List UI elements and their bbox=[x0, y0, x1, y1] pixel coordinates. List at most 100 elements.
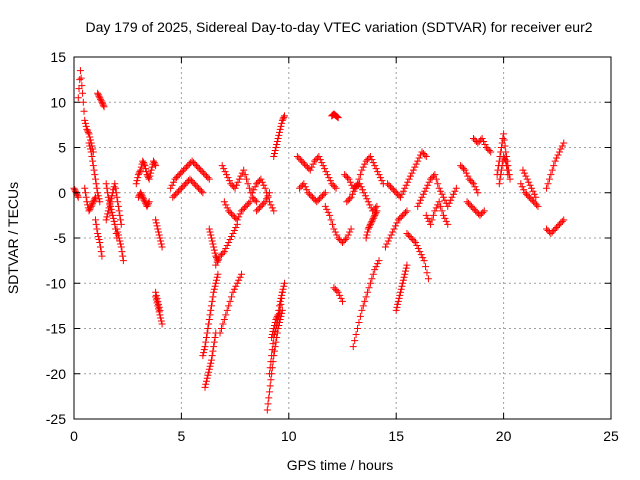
data-point bbox=[263, 195, 271, 203]
data-point bbox=[410, 237, 418, 245]
data-point bbox=[152, 288, 160, 296]
data-point bbox=[87, 148, 95, 156]
data-point bbox=[553, 223, 561, 231]
data-point bbox=[266, 382, 274, 390]
data-point bbox=[369, 214, 377, 222]
data-point bbox=[371, 204, 379, 212]
data-point bbox=[334, 114, 342, 122]
data-point bbox=[359, 163, 367, 171]
data-point bbox=[203, 329, 211, 337]
data-point bbox=[403, 229, 411, 237]
data-point bbox=[88, 201, 96, 209]
data-point bbox=[356, 180, 364, 188]
data-point bbox=[179, 183, 187, 191]
data-point bbox=[359, 186, 367, 194]
data-point bbox=[147, 169, 155, 177]
data-point bbox=[471, 183, 479, 191]
data-point bbox=[425, 217, 433, 225]
data-point bbox=[137, 189, 145, 197]
data-point bbox=[530, 190, 538, 198]
data-point bbox=[140, 196, 148, 204]
data-point bbox=[83, 125, 91, 133]
data-point bbox=[227, 180, 235, 188]
data-point bbox=[404, 178, 412, 186]
data-point bbox=[428, 174, 436, 182]
data-point bbox=[506, 175, 514, 183]
data-point bbox=[154, 225, 162, 233]
data-point bbox=[272, 315, 280, 323]
data-point bbox=[89, 162, 97, 170]
data-point bbox=[371, 210, 379, 218]
data-point bbox=[202, 172, 210, 180]
data-point bbox=[111, 180, 119, 188]
data-point bbox=[113, 225, 121, 233]
data-point bbox=[371, 162, 379, 170]
data-point bbox=[119, 257, 127, 265]
data-point bbox=[111, 220, 119, 228]
data-point bbox=[347, 225, 355, 233]
data-point bbox=[219, 249, 227, 257]
data-point bbox=[119, 252, 127, 260]
data-point bbox=[375, 257, 383, 265]
data-point bbox=[81, 184, 89, 192]
data-point bbox=[407, 172, 415, 180]
data-point bbox=[273, 137, 281, 145]
data-point bbox=[175, 187, 183, 195]
data-point bbox=[274, 134, 282, 142]
data-point bbox=[152, 216, 160, 224]
data-point bbox=[414, 245, 422, 253]
data-point bbox=[265, 370, 273, 378]
data-point bbox=[525, 193, 533, 201]
data-point bbox=[421, 151, 429, 159]
data-point bbox=[253, 180, 261, 188]
data-point bbox=[170, 178, 178, 186]
data-point bbox=[195, 165, 203, 173]
data-point bbox=[207, 306, 215, 314]
data-point bbox=[392, 306, 400, 314]
data-point bbox=[71, 186, 79, 194]
data-point bbox=[368, 275, 376, 283]
data-point bbox=[424, 214, 432, 222]
data-point bbox=[340, 237, 348, 245]
data-point bbox=[99, 100, 107, 108]
data-point bbox=[470, 180, 478, 188]
data-point bbox=[113, 193, 121, 201]
data-point bbox=[233, 181, 241, 189]
data-point bbox=[267, 201, 275, 209]
data-point bbox=[369, 270, 377, 278]
data-point bbox=[553, 154, 561, 162]
grid-lines bbox=[74, 57, 611, 419]
data-point bbox=[91, 171, 99, 179]
data-point bbox=[260, 199, 268, 207]
data-point bbox=[138, 192, 146, 200]
data-point bbox=[90, 166, 98, 174]
data-point bbox=[230, 183, 238, 191]
data-point bbox=[248, 189, 256, 197]
data-point bbox=[399, 211, 407, 219]
data-point bbox=[421, 187, 429, 195]
data-point bbox=[204, 371, 212, 379]
data-point bbox=[467, 177, 475, 185]
data-point bbox=[414, 157, 422, 165]
y-axis-label: SDTVAR / TECUs bbox=[5, 182, 21, 294]
data-point bbox=[226, 208, 234, 216]
data-point bbox=[85, 130, 93, 138]
data-point bbox=[474, 139, 482, 147]
data-point bbox=[373, 207, 381, 215]
data-point bbox=[351, 337, 359, 345]
data-point bbox=[296, 184, 304, 192]
data-point bbox=[202, 377, 210, 385]
data-point bbox=[330, 225, 338, 233]
data-point bbox=[270, 321, 278, 329]
data-point bbox=[355, 318, 363, 326]
data-point bbox=[152, 291, 160, 299]
data-point bbox=[389, 228, 397, 236]
data-point bbox=[298, 181, 306, 189]
data-point bbox=[432, 175, 440, 183]
data-point bbox=[201, 383, 209, 391]
data-point bbox=[374, 260, 382, 268]
data-point bbox=[154, 297, 162, 305]
data-point bbox=[354, 325, 362, 332]
data-point bbox=[399, 276, 407, 284]
data-point bbox=[147, 166, 155, 174]
